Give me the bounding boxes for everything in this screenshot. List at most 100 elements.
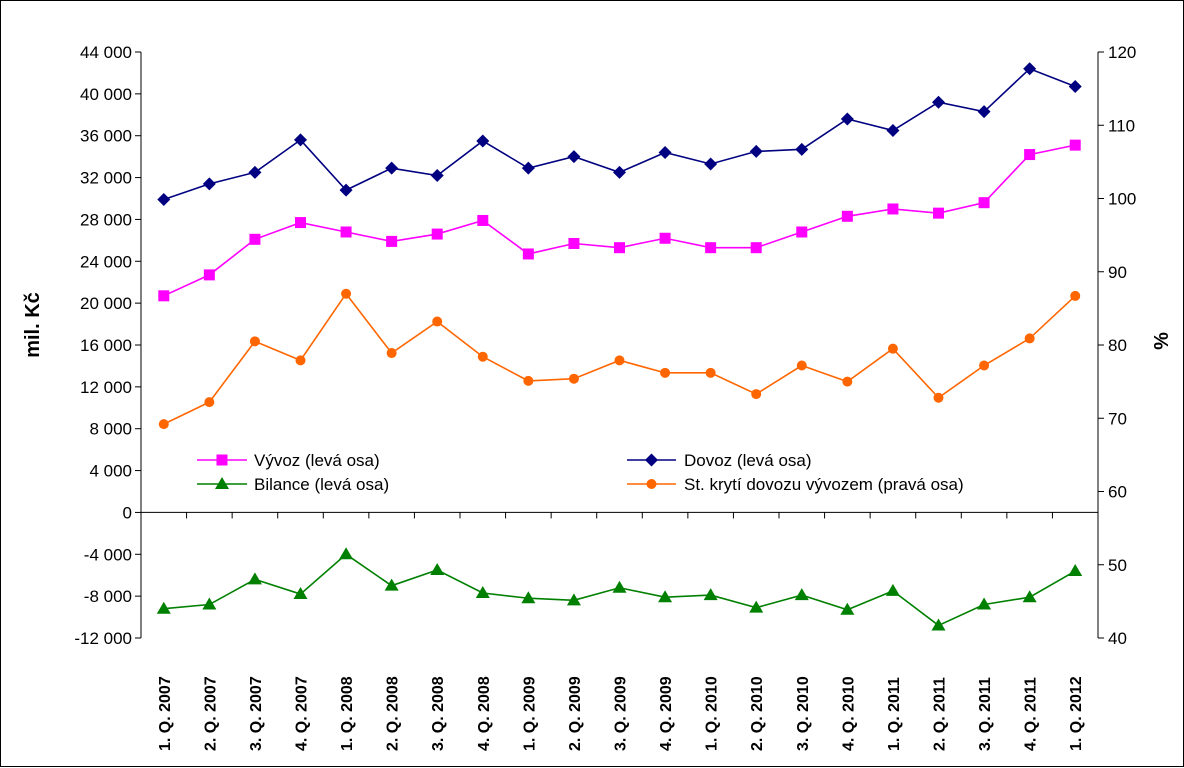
data-point-circle	[295, 355, 306, 366]
data-point-circle	[432, 316, 443, 327]
data-point-diamond	[294, 133, 307, 147]
data-point-circle	[386, 348, 397, 359]
data-point-square	[887, 203, 899, 215]
data-point-square	[386, 235, 398, 247]
data-point-triangle	[931, 618, 946, 631]
data-point-diamond	[567, 150, 581, 164]
data-point-triangle	[247, 572, 262, 585]
x-tick-label: 1. Q. 2007	[157, 676, 174, 751]
y2-tick-label: 90	[1108, 263, 1127, 282]
data-point-triangle	[475, 586, 490, 599]
y-tick-label: 20 000	[80, 294, 132, 313]
y-tick-label: 8 000	[89, 420, 132, 439]
x-tick-label: 4. Q. 2009	[658, 676, 675, 751]
data-point-diamond	[886, 123, 900, 137]
data-point-triangle	[749, 600, 764, 613]
data-point-square	[522, 248, 534, 260]
data-point-diamond	[749, 144, 763, 158]
data-point-square	[340, 226, 352, 238]
data-point-square	[1069, 139, 1081, 151]
legend-label: St. krytí dovozu vývozem (pravá osa)	[684, 475, 964, 494]
data-point-triangle	[293, 587, 308, 600]
data-point-diamond	[840, 112, 854, 126]
y2-tick-label: 70	[1108, 409, 1127, 428]
y2-tick-label: 80	[1108, 336, 1127, 355]
y-tick-label: 16 000	[80, 336, 132, 355]
y-tick-label: 36 000	[80, 127, 132, 146]
data-point-square	[477, 214, 489, 226]
y2-tick-label: 50	[1108, 556, 1127, 575]
data-point-diamond	[339, 183, 353, 197]
x-tick-label: 3. Q. 2007	[248, 676, 265, 751]
legend-marker	[215, 477, 229, 489]
data-point-triangle	[794, 588, 809, 601]
x-tick-label: 2. Q. 2009	[567, 676, 584, 751]
legend-marker	[645, 453, 658, 467]
data-point-square	[249, 233, 261, 245]
y-tick-label: 28 000	[80, 210, 132, 229]
y2-tick-label: 110	[1108, 116, 1135, 135]
legend-marker	[646, 479, 657, 489]
data-point-triangle	[521, 591, 536, 604]
data-point-diamond	[795, 142, 809, 156]
y2-tick-label: 40	[1108, 629, 1127, 648]
data-point-triangle	[885, 583, 900, 596]
x-tick-label: 1. Q. 2011	[886, 677, 903, 751]
data-point-circle	[705, 367, 716, 378]
x-tick-label: 1. Q. 2008	[339, 676, 356, 751]
data-point-diamond	[430, 168, 444, 182]
data-point-diamond	[248, 165, 262, 179]
x-tick-label: 4. Q. 2011	[1023, 677, 1040, 751]
y-tick-label: -12 000	[74, 629, 132, 648]
x-tick-label: 1. Q. 2010	[704, 676, 721, 751]
data-point-diamond	[932, 95, 945, 109]
data-point-triangle	[1022, 590, 1037, 603]
data-point-circle	[933, 392, 944, 403]
data-point-circle	[614, 355, 625, 366]
y2-tick-label: 60	[1108, 483, 1127, 502]
data-point-circle	[796, 360, 807, 371]
data-point-circle	[523, 375, 534, 386]
x-tick-label: 4. Q. 2010	[840, 676, 857, 751]
data-point-circle	[1024, 333, 1035, 344]
y-tick-label: 12 000	[80, 378, 132, 397]
data-point-circle	[1070, 290, 1081, 301]
x-tick-label: 1. Q. 2009	[521, 676, 538, 751]
data-point-circle	[979, 360, 990, 371]
data-point-diamond	[157, 193, 171, 207]
data-point-square	[431, 228, 443, 240]
x-tick-label: 3. Q. 2010	[795, 676, 812, 751]
data-point-triangle	[156, 601, 171, 614]
data-point-circle	[204, 397, 215, 408]
data-point-circle	[842, 376, 853, 387]
data-point-diamond	[202, 177, 216, 191]
data-point-circle	[660, 367, 671, 378]
data-point-diamond	[704, 157, 718, 171]
data-point-circle	[568, 373, 579, 384]
data-point-square	[1024, 149, 1036, 161]
data-point-diamond	[613, 165, 626, 179]
data-point-triangle	[339, 547, 354, 560]
data-point-circle	[158, 419, 169, 430]
data-point-circle	[249, 336, 260, 347]
data-point-triangle	[1068, 564, 1083, 577]
data-point-triangle	[703, 588, 718, 601]
data-point-square	[158, 290, 170, 302]
y-tick-label: -4 000	[84, 545, 132, 564]
y2-axis-title: %	[1151, 332, 1173, 350]
x-tick-label: 2. Q. 2011	[932, 677, 949, 751]
legend-label: Vývoz (levá osa)	[254, 451, 380, 470]
data-point-triangle	[977, 597, 992, 610]
data-point-diamond	[977, 105, 991, 119]
y-tick-label: 40 000	[80, 85, 132, 104]
x-tick-label: 2. Q. 2007	[202, 676, 219, 751]
data-point-diamond	[476, 134, 490, 148]
data-point-triangle	[840, 602, 855, 615]
data-point-diamond	[1023, 62, 1037, 76]
data-point-diamond	[658, 145, 672, 159]
data-point-square	[750, 242, 762, 254]
data-point-square	[705, 242, 717, 254]
legend-label: Dovoz (levá osa)	[684, 451, 812, 470]
